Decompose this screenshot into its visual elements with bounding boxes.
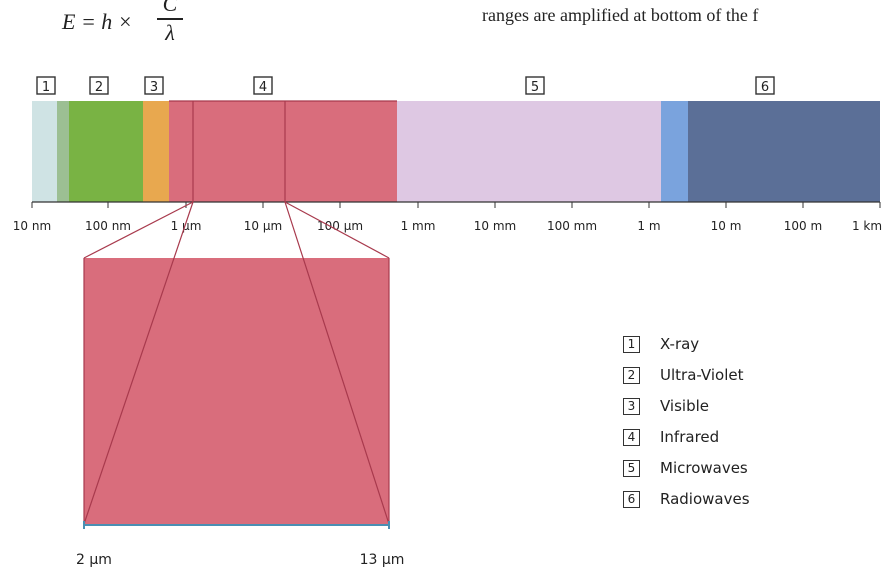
legend-label: Microwaves bbox=[660, 459, 748, 477]
microwave-radio-transition bbox=[661, 101, 688, 202]
tick-label-1um: 1 µm bbox=[171, 219, 202, 233]
projection-line-left-outer bbox=[83, 201, 194, 259]
projection-line-right-inner bbox=[284, 201, 390, 525]
spectrum-bar bbox=[32, 101, 880, 202]
band-number-6: 6 bbox=[761, 80, 769, 95]
legend-number-box: 2 bbox=[623, 367, 640, 384]
legend-number-box: 1 bbox=[623, 336, 640, 353]
formula-fraction: C λ bbox=[157, 0, 183, 44]
band-label-box-5 bbox=[525, 76, 545, 95]
band-label-box-4 bbox=[253, 76, 273, 95]
visible-band bbox=[143, 101, 169, 202]
legend-number-box: 5 bbox=[623, 460, 640, 477]
legend-number-box: 4 bbox=[623, 429, 640, 446]
projection-line-right-outer bbox=[284, 201, 390, 259]
band-number-labels: 1 2 3 4 5 6 bbox=[36, 76, 775, 95]
band-label-box-1 bbox=[36, 76, 56, 95]
microwave-band bbox=[397, 101, 661, 202]
legend-label: Ultra-Violet bbox=[660, 366, 744, 384]
infrared-band bbox=[169, 101, 397, 202]
band-label-box-6 bbox=[755, 76, 775, 95]
legend-label: Infrared bbox=[660, 428, 720, 446]
zoom-projection: 2 µm 13 µm bbox=[76, 100, 405, 568]
legend-item-radiowaves: 6 Radiowaves bbox=[623, 489, 883, 513]
band-label-box-3 bbox=[144, 76, 164, 95]
projection-line-left-inner bbox=[83, 201, 194, 525]
ultraviolet-band bbox=[69, 101, 143, 202]
legend-item-visible: 3 Visible bbox=[623, 396, 883, 420]
legend-item-infrared: 4 Infrared bbox=[623, 427, 883, 451]
legend-number-box: 3 bbox=[623, 398, 640, 415]
tick-label-10m: 10 m bbox=[711, 219, 742, 233]
tick-label-100m: 100 m bbox=[784, 219, 822, 233]
tick-label-100mm: 100 mm bbox=[547, 219, 597, 233]
legend-item-xray: 1 X-ray bbox=[623, 334, 883, 358]
legend-label: Radiowaves bbox=[660, 490, 750, 508]
tick-label-10um: 10 µm bbox=[244, 219, 282, 233]
band-number-3: 3 bbox=[150, 80, 158, 95]
radiowave-band bbox=[688, 101, 880, 202]
formula-lhs: E = h × bbox=[62, 9, 133, 34]
tick-label-100nm: 100 nm bbox=[85, 219, 131, 233]
legend-number-box: 6 bbox=[623, 491, 640, 508]
tick-label-100um: 100 µm bbox=[317, 219, 363, 233]
zoom-max-label: 13 µm bbox=[360, 552, 405, 568]
legend-item-microwaves: 5 Microwaves bbox=[623, 458, 883, 482]
legend-label: Visible bbox=[660, 397, 709, 415]
band-number-4: 4 bbox=[259, 80, 267, 95]
energy-formula: E = h × C λ bbox=[62, 0, 262, 48]
tick-label-10nm: 10 nm bbox=[13, 219, 51, 233]
tick-label-1km: 1 km bbox=[852, 219, 882, 233]
axis-tick-labels: 10 nm 100 nm 1 µm 10 µm 100 µm 1 mm 10 m… bbox=[13, 219, 882, 233]
formula-numerator: C bbox=[162, 0, 178, 16]
tick-label-10mm: 10 mm bbox=[474, 219, 516, 233]
xray-band bbox=[32, 101, 57, 202]
tick-label-1m: 1 m bbox=[637, 219, 660, 233]
zoom-min-label: 2 µm bbox=[76, 552, 112, 568]
xray-uv-transition bbox=[57, 101, 69, 202]
band-label-box-2 bbox=[89, 76, 109, 95]
formula-denominator: λ bbox=[165, 19, 175, 45]
legend-label: X-ray bbox=[660, 335, 700, 353]
axis-ticks bbox=[31, 202, 881, 208]
band-number-5: 5 bbox=[531, 80, 539, 95]
infrared-zoom-box bbox=[84, 258, 389, 524]
band-number-2: 2 bbox=[95, 80, 103, 95]
fraction-bar bbox=[157, 18, 183, 20]
tick-label-1mm: 1 mm bbox=[401, 219, 436, 233]
legend: 1 X-ray 2 Ultra-Violet 3 Visible 4 Infra… bbox=[623, 334, 883, 534]
caption-text: ranges are amplified at bottom of the f bbox=[482, 5, 759, 25]
band-number-1: 1 bbox=[42, 80, 50, 95]
legend-item-ultraviolet: 2 Ultra-Violet bbox=[623, 365, 883, 389]
